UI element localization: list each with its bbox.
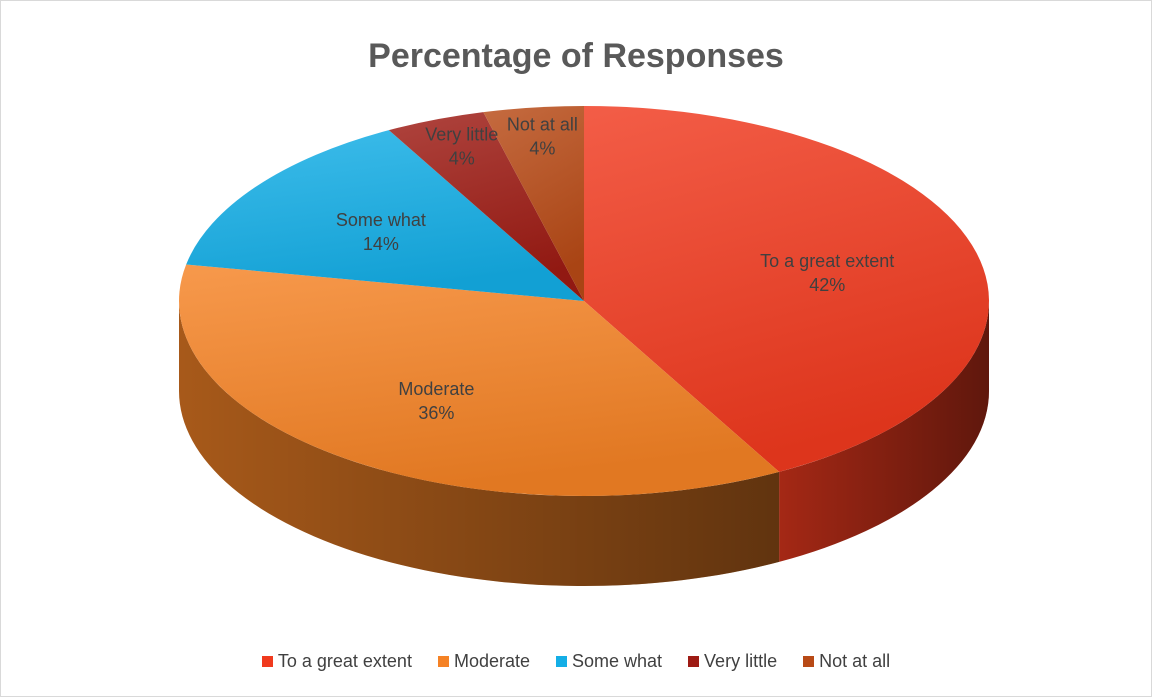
legend-label-some-what: Some what [572, 651, 663, 671]
legend-label-very-little: Very little [704, 651, 778, 671]
data-label-value-some-what: 14% [363, 234, 399, 254]
pie-side-shade-to-a-great-extent [779, 301, 989, 562]
legend-label-moderate: Moderate [453, 651, 530, 671]
legend-label-not-at-all: Not at all [819, 651, 891, 671]
pie-slice-moderate [178, 264, 780, 496]
legend-item-not-at-all: Not at all [803, 651, 890, 672]
pie-slice-not-at-all [483, 106, 584, 301]
pie-labels: To a great extent 42% Moderate 36% Some what… [336, 114, 894, 422]
pie-chart: To a great extent 42% Moderate 36% Some what… [178, 106, 989, 586]
pie-side-shade-moderate [179, 301, 780, 586]
legend-swatch-not-at-all [803, 656, 815, 667]
pie-sides [179, 301, 989, 586]
data-label-name-some-what: Some what [336, 210, 426, 230]
data-label-value-very-little: 4% [449, 148, 475, 168]
legend-swatch-to-a-great-extent [261, 656, 273, 667]
legend-swatch-very-little [688, 656, 700, 667]
legend-swatch-moderate [437, 656, 449, 667]
data-label-value-moderate: 36% [418, 403, 454, 423]
data-label-value-not-at-all: 4% [529, 138, 555, 158]
legend-item-to-a-great-extent: To a great extent [261, 651, 412, 672]
data-label-name-moderate: Moderate [398, 379, 474, 399]
legend-swatch-some-what [556, 656, 567, 667]
legend-item-very-little: Very little [688, 651, 777, 672]
pie-slice-to-a-great-extent [584, 106, 989, 472]
chart-title: Percentage of Responses [368, 37, 784, 75]
pie-slice-some-what [186, 130, 585, 301]
data-label-name-very-little: Very little [425, 124, 498, 144]
data-label-name-not-at-all: Not at all [507, 114, 578, 134]
pie-slices [178, 106, 989, 496]
legend: To a great extent Moderate Some what Very l… [1, 651, 1151, 672]
data-label-name-to-a-great-extent: To a great extent [760, 251, 894, 271]
legend-item-moderate: Moderate [437, 651, 530, 672]
legend-label-to-a-great-extent: To a great extent [277, 651, 412, 671]
legend-item-some-what: Some what [556, 651, 662, 672]
data-label-value-to-a-great-extent: 42% [809, 275, 845, 295]
pie-slice-very-little [388, 112, 584, 301]
